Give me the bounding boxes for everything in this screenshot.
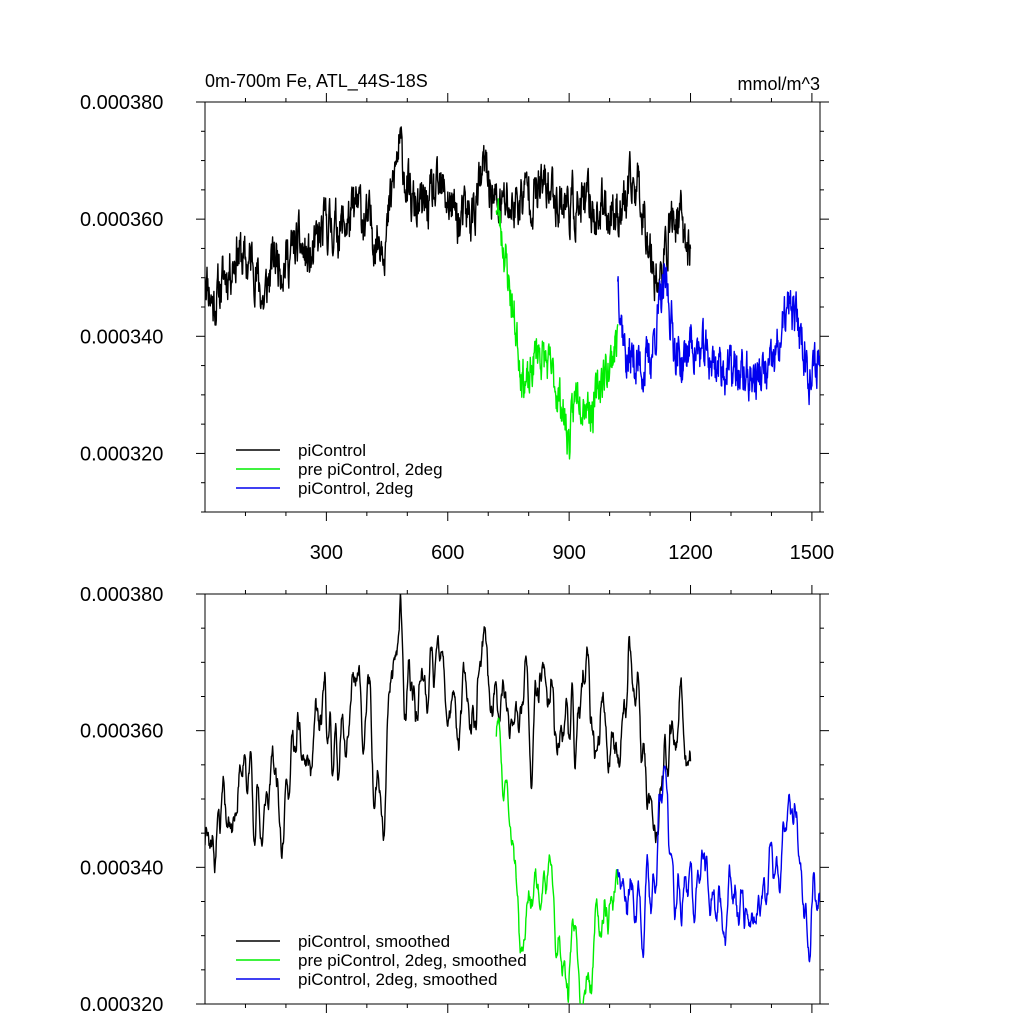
x-tick-label: 1200: [668, 542, 713, 564]
legend-label: pre piControl, 2deg, smoothed: [298, 951, 527, 970]
series-line-picontrol-smoothed: [205, 594, 692, 874]
top-panel: 0.000320 0.000340 0.000360 0.000380 300 600 90…: [80, 71, 834, 564]
y-tick-label: 0.000380: [80, 92, 163, 114]
legend-label: piControl: [298, 441, 366, 460]
legend-label: pre piControl, 2deg: [298, 460, 443, 479]
y-tick-label: 0.000360: [80, 209, 163, 231]
series-line-pre-picontrol-2deg: [495, 198, 619, 460]
series-line-picontrol: [205, 126, 692, 326]
bottom-panel: 0.000320 0.000340 0.000360 0.000380 piContro…: [80, 584, 829, 1016]
y-tick-label: 0.000320: [80, 443, 163, 465]
y-tick-label: 0.000340: [80, 326, 163, 348]
series-line-picontrol-2deg: [617, 263, 820, 406]
x-tick-label: 1500: [790, 542, 835, 564]
legend-label: piControl, 2deg, smoothed: [298, 970, 497, 989]
legend-label: piControl, smoothed: [298, 932, 450, 951]
series-line-pre-picontrol-2deg-smoothed: [495, 717, 619, 1004]
y-tick-label: 0.000340: [80, 857, 163, 879]
x-tick-label: 900: [552, 542, 585, 564]
units-label: mmol/m^3: [738, 74, 820, 94]
series-line-picontrol-2deg-smoothed: [617, 765, 820, 963]
y-tick-label: 0.000360: [80, 721, 163, 743]
x-tick-label: 300: [310, 542, 343, 564]
y-tick-label: 0.000380: [80, 584, 163, 606]
chart-title: 0m-700m Fe, ATL_44S-18S: [205, 71, 428, 92]
legend-label: piControl, 2deg: [298, 479, 413, 498]
y-tick-label: 0.000320: [80, 994, 163, 1016]
x-tick-label: 600: [431, 542, 464, 564]
